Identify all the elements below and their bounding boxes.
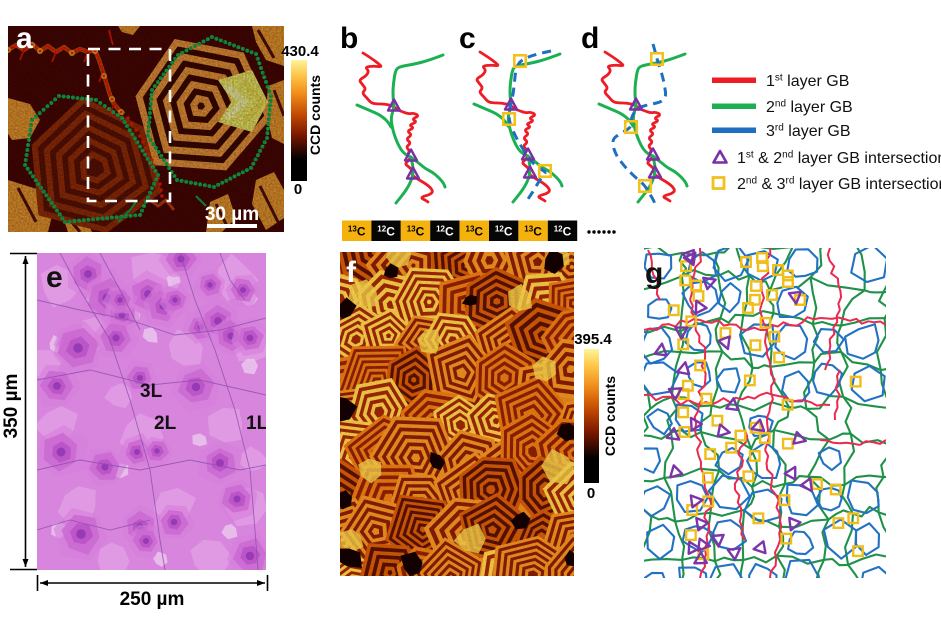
svg-text:30 µm: 30 µm [205,204,259,225]
svg-text:2L: 2L [154,413,177,434]
svg-text:3L: 3L [140,381,163,402]
svg-text:CCD counts: CCD counts [307,75,323,155]
svg-text:1st & 2nd layer GB intersectio: 1st & 2nd layer GB intersection [737,150,941,168]
svg-text:12C: 12C [554,225,572,239]
svg-text:12C: 12C [436,225,454,239]
svg-text:13C: 13C [348,225,366,239]
svg-text:e: e [46,261,63,294]
svg-text:12C: 12C [495,225,513,239]
svg-text:1L: 1L [246,413,269,434]
svg-text:b: b [340,22,358,55]
svg-text:CCD counts: CCD counts [602,376,618,456]
svg-text:a: a [16,22,33,55]
svg-text:g: g [645,257,663,290]
svg-text:395.4: 395.4 [574,331,612,348]
svg-text:3rd layer GB: 3rd layer GB [766,123,851,141]
svg-text:13C: 13C [407,225,425,239]
svg-text:0: 0 [294,181,302,198]
svg-text:250 µm: 250 µm [120,589,185,610]
svg-text:12C: 12C [377,225,395,239]
svg-text:13C: 13C [524,225,542,239]
svg-text:2nd layer GB: 2nd layer GB [766,99,853,117]
svg-text:430.4: 430.4 [281,43,319,60]
svg-text:f: f [346,256,357,289]
svg-text:c: c [459,22,476,55]
svg-text:d: d [581,22,599,55]
svg-text:2nd & 3rd layer GB intersectio: 2nd & 3rd layer GB intersection [737,176,941,194]
svg-text:0: 0 [587,485,595,502]
svg-text:1st layer GB: 1st layer GB [766,73,849,91]
svg-text:350 µm: 350 µm [1,374,22,439]
svg-text:13C: 13C [466,225,484,239]
